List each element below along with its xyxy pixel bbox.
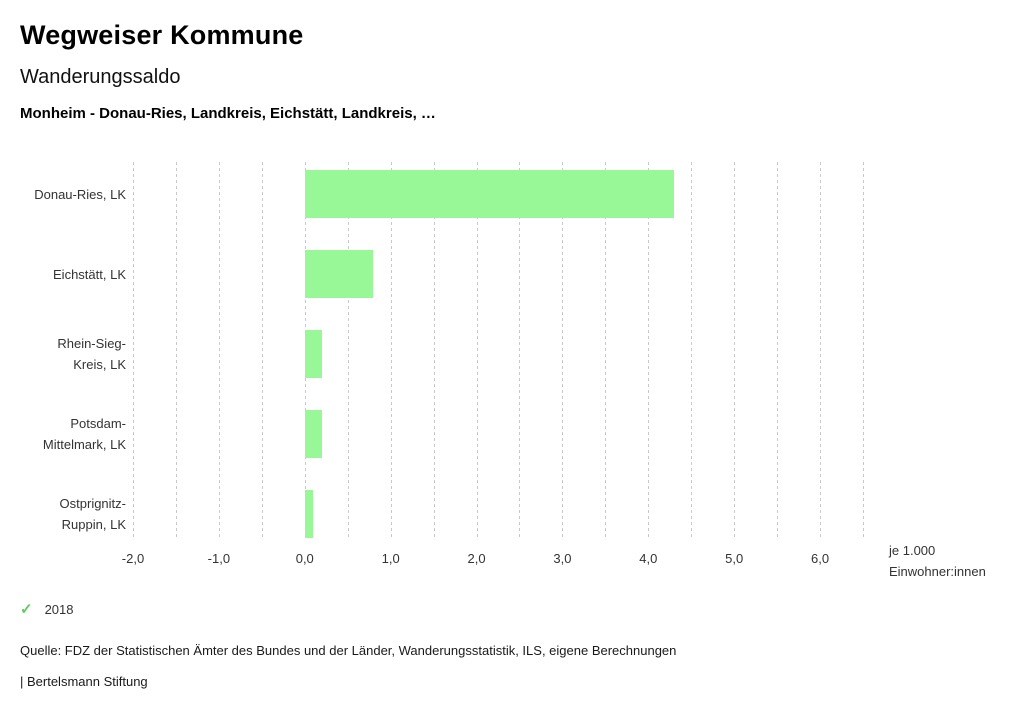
- legend-label: 2018: [44, 602, 74, 617]
- gridline: [133, 162, 134, 540]
- gridline: [519, 162, 521, 540]
- app-title: Wegweiser Kommune: [20, 20, 304, 50]
- gridline: [175, 162, 177, 540]
- bar[interactable]: [304, 250, 374, 298]
- bar[interactable]: [304, 410, 322, 458]
- x-tick-label: 0,0: [295, 551, 314, 566]
- x-tick-label: -1,0: [207, 551, 231, 566]
- x-tick-label: -2,0: [121, 551, 145, 566]
- x-tick-label: 2,0: [467, 551, 486, 566]
- gridline: [648, 162, 650, 540]
- gridline: [218, 162, 220, 540]
- axis-unit-line-1: je 1.000: [889, 543, 936, 558]
- x-tick-label: 3,0: [553, 551, 572, 566]
- indicator-title: Wanderungssaldo: [20, 66, 181, 88]
- gridline: [476, 162, 478, 540]
- gridline: [605, 162, 607, 540]
- category-label: Potsdam- Mittelmark, LK: [42, 416, 126, 452]
- axis-unit-line-2: Einwohner:innen: [889, 564, 986, 579]
- gridline: [691, 162, 693, 540]
- gridline: [734, 162, 736, 540]
- axis-unit-label: je 1.000 Einwohner:innen: [889, 540, 986, 582]
- bar[interactable]: [304, 330, 322, 378]
- plot-area: [133, 162, 864, 540]
- category-label: Rhein-Sieg- Kreis, LK: [57, 336, 126, 372]
- gridline: [433, 162, 435, 540]
- x-tick-label: 5,0: [725, 551, 744, 566]
- x-axis: -2,0 -1,0 0,0 1,0 2,0 3,0 4,0 5,0 6,0: [122, 551, 863, 571]
- gridline: [863, 162, 864, 540]
- check-icon: ✓: [20, 601, 33, 618]
- source-note: Quelle: FDZ der Statistischen Ämter des …: [20, 643, 677, 658]
- category-label: Ostprignitz- Ruppin, LK: [59, 496, 126, 532]
- gridline: [820, 162, 822, 540]
- category-labels: Donau-Ries, LK Eichstätt, LK Rhein-Sieg- Kr…: [0, 162, 126, 540]
- category-label: Donau-Ries, LK: [34, 186, 126, 202]
- legend-item-2018[interactable]: ✓ 2018: [20, 602, 74, 617]
- x-tick-label: 1,0: [381, 551, 400, 566]
- bar[interactable]: [304, 490, 314, 538]
- gridline: [390, 162, 392, 540]
- gridline: [261, 162, 263, 540]
- branding-note: | Bertelsmann Stiftung: [20, 674, 148, 689]
- gridline: [777, 162, 779, 540]
- comparison-subtitle: Monheim - Donau-Ries, Landkreis, Eichstä…: [20, 105, 436, 122]
- x-tick-label: 6,0: [811, 551, 830, 566]
- category-label: Eichstätt, LK: [53, 266, 126, 282]
- gridline: [562, 162, 564, 540]
- gridline: [347, 162, 349, 540]
- bar[interactable]: [304, 170, 675, 218]
- x-tick-label: 4,0: [639, 551, 658, 566]
